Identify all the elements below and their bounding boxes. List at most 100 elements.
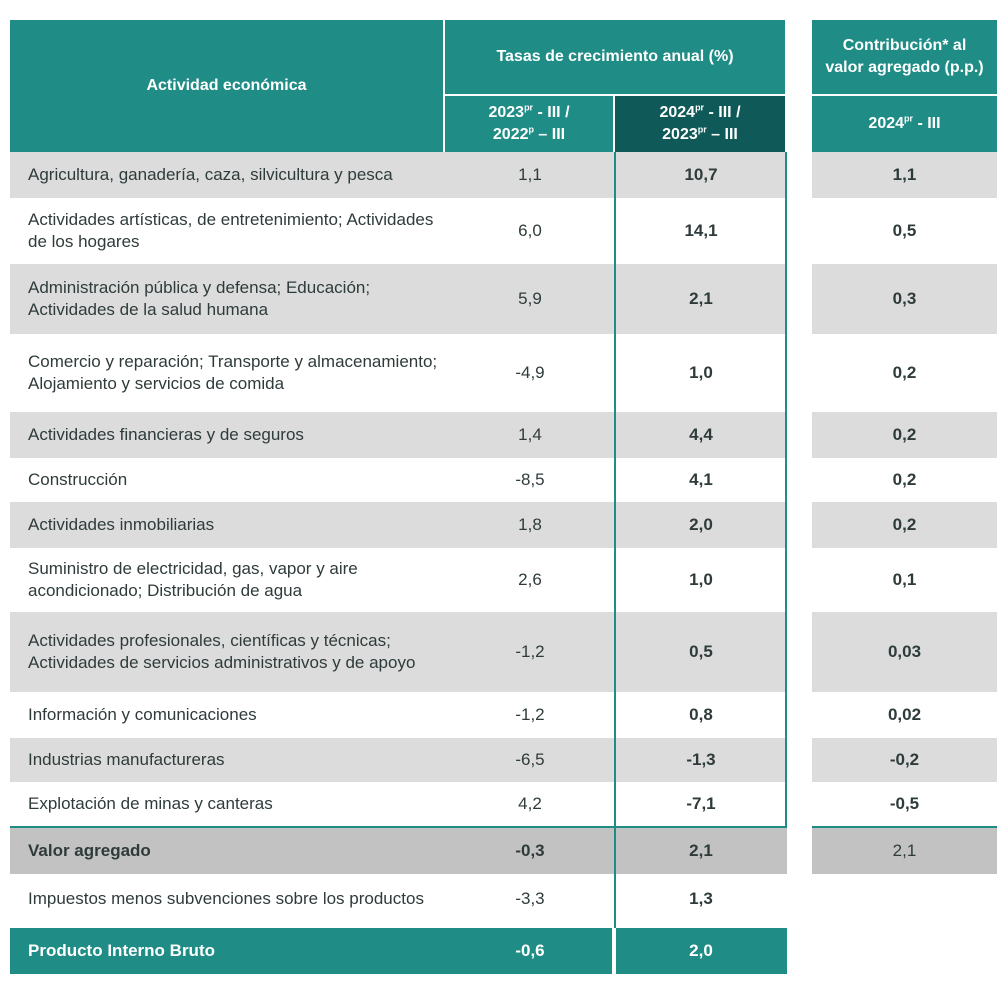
column-divider-right — [785, 152, 787, 826]
table-row: Agricultura, ganadería, caza, silvicultu… — [10, 152, 787, 198]
table-row: Industrias manufactureras -6,5 -1,3 — [10, 738, 787, 782]
value-added-v2: 2,1 — [689, 841, 713, 860]
row-rate-2024: 14,1 — [684, 221, 718, 240]
value-added-contrib: 2,1 — [892, 841, 917, 860]
table-row: Actividades inmobiliarias 1,8 2,0 — [10, 502, 787, 548]
row-contribution: 0,2 — [892, 425, 917, 444]
row-contribution: 1,1 — [892, 165, 917, 184]
row-rate-2023: 5,9 — [518, 289, 542, 308]
row-rate-2023: 1,4 — [518, 425, 542, 444]
table-row: Construcción -8,5 4,1 — [10, 458, 787, 502]
contrib-row: 0,5 — [812, 198, 997, 264]
header-col-2023-line1: 2023pr - III / — [488, 102, 570, 121]
row-label: Explotación de minas y canteras — [28, 794, 273, 813]
row-rate-2024: 0,8 — [689, 705, 713, 724]
row-rate-2023: -1,2 — [515, 705, 545, 724]
table-row: Suministro de electricidad, gas, vapor y… — [10, 548, 787, 612]
gdp-separator — [612, 928, 616, 974]
gdp-v1: -0,6 — [515, 941, 545, 960]
value-added-row: Valor agregado -0,3 2,1 — [10, 826, 787, 874]
contrib-row: 0,1 — [812, 548, 997, 612]
row-rate-2024: 1,0 — [689, 570, 713, 589]
row-contribution: 0,03 — [887, 642, 922, 661]
row-rate-2023: 2,6 — [518, 570, 542, 589]
header-col-2024: 2024pr - III / 2023pr – III — [615, 96, 785, 152]
header-col-2024-line2: 2023pr – III — [662, 124, 738, 143]
taxes-row: Impuestos menos subvenciones sobre los p… — [10, 872, 787, 926]
row-label: Suministro de electricidad, gas, vapor y… — [28, 559, 358, 600]
header-rates-group-label: Tasas de crecimiento anual (%) — [496, 48, 734, 65]
value-added-contrib-row: 2,1 — [812, 826, 997, 874]
row-contribution: 0,2 — [892, 470, 917, 489]
row-rate-2024: -1,3 — [686, 750, 716, 769]
row-rate-2023: 4,2 — [518, 794, 542, 813]
table-row: Administración pública y defensa; Educac… — [10, 264, 787, 334]
value-added-v1: -0,3 — [515, 841, 545, 860]
contrib-row: 0,2 — [812, 502, 997, 548]
header-activity: Actividad económica — [10, 20, 443, 152]
row-label: Comercio y reparación; Transporte y alma… — [28, 352, 438, 393]
gdp-v2: 2,0 — [689, 941, 713, 960]
table-row: Explotación de minas y canteras 4,2 -7,1 — [10, 782, 787, 826]
row-rate-2023: -1,2 — [515, 642, 545, 661]
table-row: Información y comunicaciones -1,2 0,8 — [10, 692, 787, 738]
column-divider-left — [614, 152, 616, 928]
row-contribution: 0,5 — [892, 221, 917, 240]
header-col-2023: 2023pr - III / 2022p – III — [445, 96, 613, 152]
row-rate-2024: -7,1 — [686, 794, 716, 813]
contrib-row: -0,5 — [812, 782, 997, 826]
header-contrib-line2: valor agregado (p.p.) — [825, 59, 984, 76]
taxes-v1: -3,3 — [515, 889, 545, 908]
row-rate-2023: -4,9 — [515, 363, 545, 382]
row-contribution: 0,1 — [892, 570, 917, 589]
row-rate-2024: 4,1 — [689, 470, 713, 489]
row-rate-2024: 0,5 — [689, 642, 713, 661]
contrib-row: 0,2 — [812, 334, 997, 412]
row-rate-2023: 6,0 — [518, 221, 542, 240]
header-contrib-col: 2024pr - III — [812, 96, 997, 152]
row-rate-2024: 4,4 — [689, 425, 713, 444]
row-label: Actividades profesionales, científicas y… — [28, 631, 416, 672]
contrib-row: 1,1 — [812, 152, 997, 198]
row-contribution: -0,2 — [889, 750, 920, 769]
row-rate-2024: 10,7 — [684, 165, 718, 184]
row-contribution: 0,2 — [892, 515, 917, 534]
row-rate-2023: -8,5 — [515, 470, 545, 489]
gdp-row: Producto Interno Bruto -0,6 2,0 — [10, 928, 787, 974]
table-row: Actividades artísticas, de entretenimien… — [10, 198, 787, 264]
header-activity-label: Actividad económica — [146, 77, 307, 94]
row-label: Administración pública y defensa; Educac… — [28, 278, 371, 319]
row-rate-2023: 1,8 — [518, 515, 542, 534]
value-added-label: Valor agregado — [28, 841, 151, 860]
header-contrib-group: Contribución* al valor agregado (p.p.) — [812, 20, 997, 94]
row-label: Agricultura, ganadería, caza, silvicultu… — [28, 165, 393, 184]
row-label: Información y comunicaciones — [28, 705, 257, 724]
row-label: Actividades artísticas, de entretenimien… — [28, 210, 434, 251]
row-rate-2024: 1,0 — [689, 363, 713, 382]
contrib-row: 0,3 — [812, 264, 997, 334]
row-rate-2024: 2,1 — [689, 289, 713, 308]
contrib-row: 0,2 — [812, 412, 997, 458]
row-label: Actividades financieras y de seguros — [28, 425, 304, 444]
contrib-row: 0,2 — [812, 458, 997, 502]
table-row: Comercio y reparación; Transporte y alma… — [10, 334, 787, 412]
row-label: Construcción — [28, 470, 128, 489]
table-row: Actividades profesionales, científicas y… — [10, 612, 787, 692]
header-rates-group: Tasas de crecimiento anual (%) — [445, 20, 785, 94]
row-rate-2023: -6,5 — [515, 750, 545, 769]
row-rate-2024: 2,0 — [689, 515, 713, 534]
header-col-2023-line2: 2022p – III — [492, 124, 566, 143]
row-rate-2023: 1,1 — [518, 165, 542, 184]
contrib-row: -0,2 — [812, 738, 997, 782]
taxes-v2: 1,3 — [689, 889, 713, 908]
row-label: Actividades inmobiliarias — [28, 515, 215, 534]
row-label: Industrias manufactureras — [28, 750, 225, 769]
taxes-label: Impuestos menos subvenciones sobre los p… — [28, 889, 424, 908]
contrib-row: 0,03 — [812, 612, 997, 692]
contrib-row: 0,02 — [812, 692, 997, 738]
table-row: Actividades financieras y de seguros 1,4 4… — [10, 412, 787, 458]
gdp-label: Producto Interno Bruto — [28, 941, 215, 960]
row-contribution: 0,02 — [887, 705, 922, 724]
header-col-2024-line1: 2024pr - III / — [659, 102, 741, 121]
row-contribution: -0,5 — [889, 794, 920, 813]
